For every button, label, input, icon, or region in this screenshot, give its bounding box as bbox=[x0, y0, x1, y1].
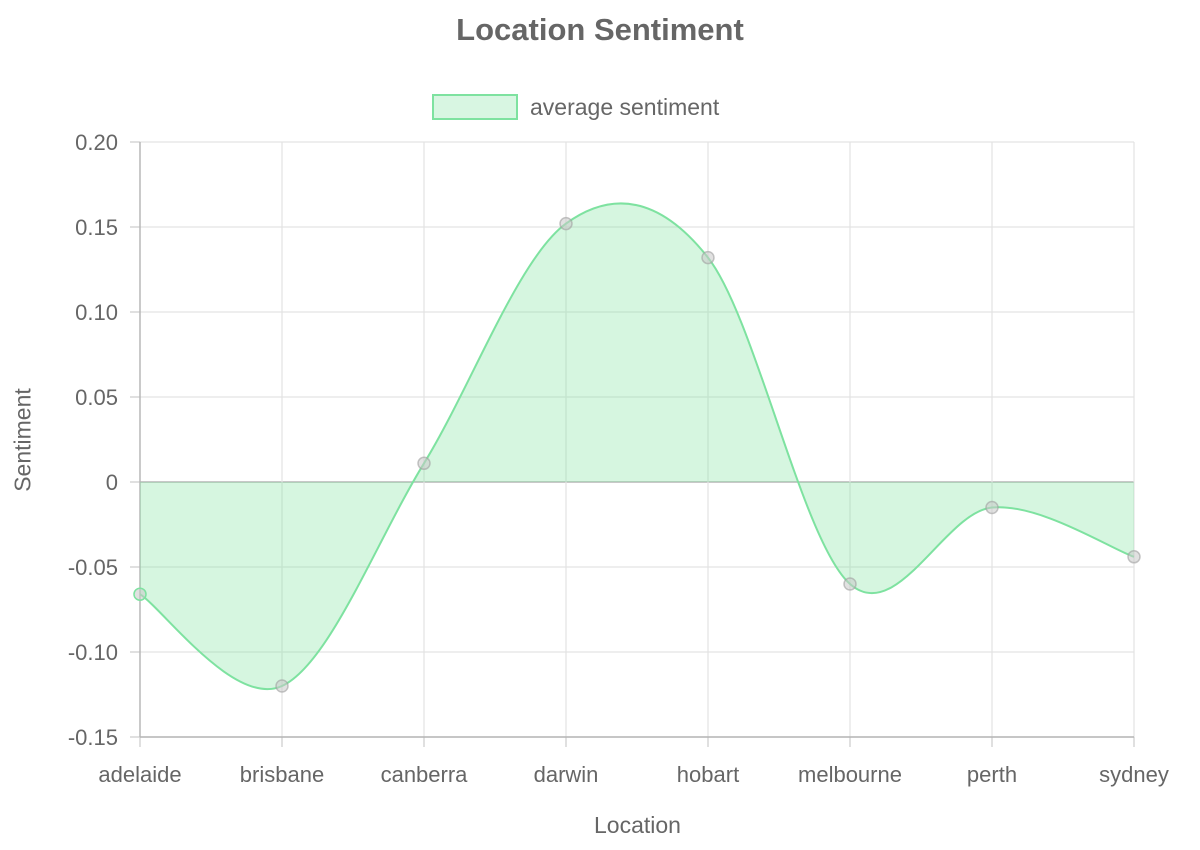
y-tick-label: 0 bbox=[106, 470, 118, 495]
legend-swatch bbox=[432, 94, 518, 120]
y-tick-label: 0.05 bbox=[75, 385, 118, 410]
y-tick-labels: 0.20 0.15 0.10 0.05 0 -0.05 -0.10 -0.15 bbox=[68, 130, 118, 750]
legend[interactable]: average sentiment bbox=[432, 92, 719, 122]
x-tick-label: brisbane bbox=[240, 762, 324, 787]
legend-label: average sentiment bbox=[530, 93, 720, 120]
y-tick-label: -0.05 bbox=[68, 555, 118, 580]
y-tick-label: -0.15 bbox=[68, 725, 118, 750]
data-point-hobart bbox=[701, 250, 715, 265]
data-point-brisbane bbox=[275, 679, 289, 693]
x-tick-label: sydney bbox=[1099, 762, 1169, 787]
y-tick-label: 0.10 bbox=[75, 300, 118, 325]
y-tick-label: 0.20 bbox=[75, 130, 118, 155]
x-tick-label: adelaide bbox=[98, 762, 181, 787]
data-point-canberra bbox=[417, 456, 431, 471]
data-point-adelaide bbox=[133, 587, 147, 601]
x-tick-label: canberra bbox=[381, 762, 469, 787]
grid-layer bbox=[130, 141, 1135, 747]
area-layer bbox=[139, 202, 1135, 690]
chart-title: Location Sentiment bbox=[456, 12, 744, 47]
data-point-melbourne bbox=[843, 577, 857, 591]
x-axis-label: Location bbox=[594, 812, 681, 838]
data-point-perth bbox=[985, 500, 999, 515]
y-tick-label: 0.15 bbox=[75, 215, 118, 240]
x-tick-label: hobart bbox=[677, 762, 739, 787]
data-point-sydney bbox=[1127, 550, 1141, 564]
x-tick-label: perth bbox=[967, 762, 1017, 787]
x-tick-label: melbourne bbox=[798, 762, 902, 787]
y-axis-label: Sentiment bbox=[9, 388, 36, 492]
points-layer bbox=[133, 216, 1141, 693]
x-tick-label: darwin bbox=[534, 762, 599, 787]
y-tick-label: -0.10 bbox=[68, 640, 118, 665]
x-tick-labels: adelaide brisbane canberra darwin hobart melb… bbox=[98, 762, 1168, 787]
series-area-fill bbox=[140, 203, 1134, 690]
y-axis-label-wrap: Sentiment bbox=[8, 380, 38, 500]
data-point-darwin bbox=[559, 216, 573, 231]
series-line bbox=[139, 202, 1135, 690]
